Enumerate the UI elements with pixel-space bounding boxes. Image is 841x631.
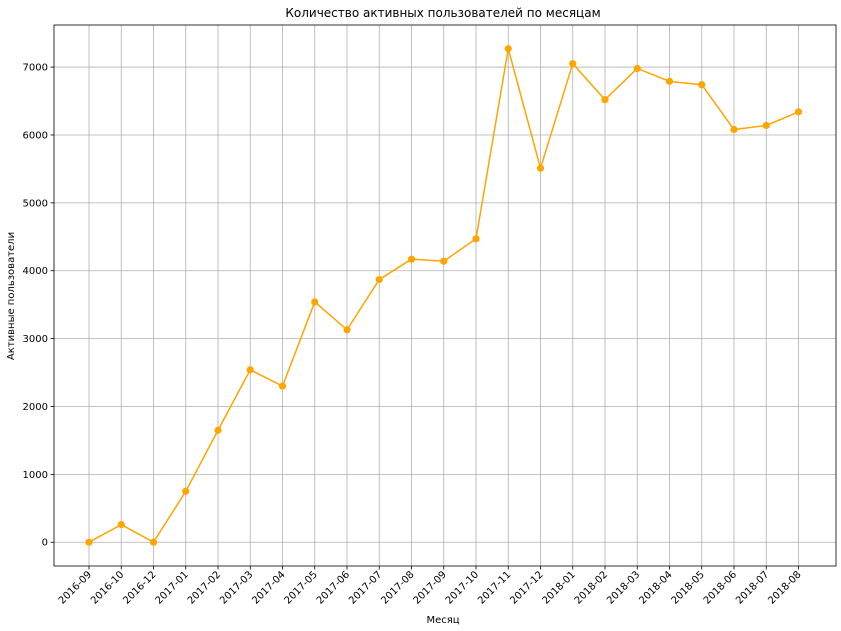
data-point bbox=[601, 96, 609, 104]
plot-frame bbox=[53, 24, 837, 567]
x-tick-label: 2018-01 bbox=[541, 569, 578, 606]
data-point bbox=[633, 64, 641, 73]
x-tick-label: 2017-04 bbox=[250, 569, 287, 606]
x-tick-label: 2017-12 bbox=[508, 569, 545, 606]
x-tick-label: 2018-08 bbox=[766, 569, 803, 606]
data-point bbox=[504, 45, 512, 53]
y-tick-label: 7000 bbox=[23, 63, 48, 74]
data-point bbox=[407, 255, 416, 263]
chart-title: Количество активных пользователей по мес… bbox=[285, 6, 600, 20]
y-axis: 0 1000 2000 3000 4000 5000 6000 7000 bbox=[23, 63, 54, 549]
y-tick-label: 3000 bbox=[23, 334, 48, 345]
x-tick-label: 2017-05 bbox=[283, 569, 320, 606]
x-tick-label: 2018-02 bbox=[573, 569, 610, 606]
x-tick-label: 2018-07 bbox=[734, 569, 771, 606]
data-point bbox=[343, 326, 351, 334]
y-tick-label: 6000 bbox=[23, 130, 48, 141]
data-point bbox=[149, 538, 158, 546]
x-tick-label: 2016-09 bbox=[57, 569, 94, 606]
x-tick-label: 2017-02 bbox=[186, 569, 223, 606]
x-tick-label: 2017-10 bbox=[444, 569, 481, 606]
data-point bbox=[182, 487, 190, 495]
x-tick-label: 2017-09 bbox=[412, 569, 449, 606]
x-axis: 2016-092016-102016-122017-012017-022017-… bbox=[57, 566, 804, 607]
data-point bbox=[698, 81, 706, 89]
y-tick-label: 0 bbox=[42, 538, 48, 549]
data-point bbox=[472, 235, 480, 243]
data-point bbox=[440, 257, 448, 265]
x-tick-label: 2016-10 bbox=[89, 569, 126, 606]
data-point bbox=[278, 382, 287, 390]
x-tick-label: 2018-04 bbox=[637, 569, 674, 606]
data-point bbox=[536, 164, 545, 172]
y-tick-label: 5000 bbox=[23, 198, 48, 209]
data-point bbox=[665, 77, 674, 85]
x-tick-label: 2017-08 bbox=[379, 569, 416, 606]
y-tick-label: 2000 bbox=[23, 402, 48, 413]
data-point bbox=[214, 426, 222, 434]
data-point bbox=[569, 60, 577, 68]
grid bbox=[54, 25, 836, 566]
y-tick-label: 4000 bbox=[23, 266, 48, 277]
x-tick-label: 2017-03 bbox=[218, 569, 255, 606]
data-point bbox=[85, 538, 93, 546]
x-tick-label: 2018-05 bbox=[670, 569, 707, 606]
data-point bbox=[117, 520, 125, 529]
y-tick-label: 1000 bbox=[23, 470, 48, 481]
x-axis-label: Месяц bbox=[426, 615, 459, 626]
data-point bbox=[375, 275, 383, 284]
y-axis-label: Активные пользователи bbox=[6, 232, 17, 360]
data-point bbox=[794, 108, 803, 116]
data-point bbox=[762, 121, 770, 130]
data-point bbox=[311, 298, 319, 306]
data-point bbox=[246, 366, 254, 374]
x-tick-label: 2017-06 bbox=[315, 569, 352, 606]
x-tick-label: 2017-07 bbox=[347, 569, 384, 606]
x-tick-label: 2018-06 bbox=[702, 569, 739, 606]
data-point bbox=[730, 125, 738, 134]
series-line bbox=[85, 45, 803, 546]
x-tick-label: 2016-12 bbox=[121, 569, 158, 606]
x-tick-label: 2017-11 bbox=[476, 569, 513, 606]
x-tick-label: 2017-01 bbox=[154, 569, 191, 606]
x-tick-label: 2018-03 bbox=[605, 569, 642, 606]
